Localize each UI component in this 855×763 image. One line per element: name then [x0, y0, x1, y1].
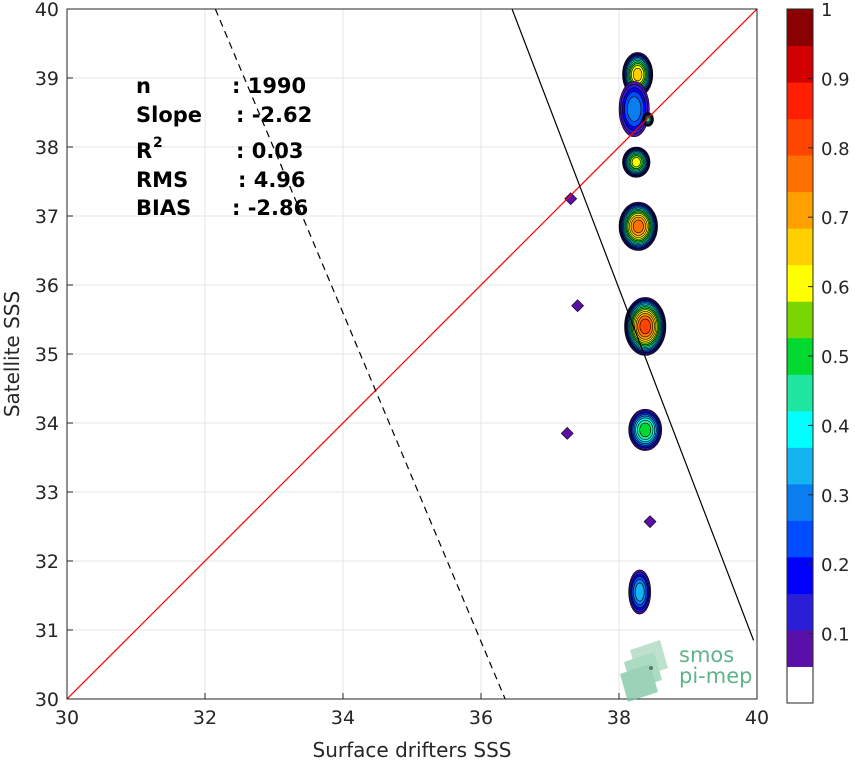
density-cluster: [628, 408, 663, 451]
colorbar-tick-label: 0.2: [821, 555, 850, 576]
outlier-point: [571, 299, 585, 313]
contour-level: [632, 219, 644, 234]
stat-value: : 4.96: [238, 168, 306, 192]
colorbar-segment: [787, 264, 813, 302]
colorbar-tick-label: 0.8: [821, 139, 850, 160]
colorbar-segment: [787, 191, 813, 229]
colorbar-segment: [787, 520, 813, 558]
colorbar-tick-label: 0.4: [821, 416, 850, 437]
x-tick-label: 30: [55, 707, 79, 729]
y-tick-label: 30: [35, 689, 59, 711]
colorbar-segment: [787, 301, 813, 339]
contour-level: [639, 422, 652, 438]
colorbar-segment: [787, 9, 813, 47]
stats-box: n : 1990 Slope : -2.62 R 2 : 0.03 RMS : 4.96 BIAS…: [136, 74, 312, 220]
contour-level: [631, 157, 641, 168]
stat-value: : -2.62: [236, 103, 312, 127]
reference-lines: [67, 9, 757, 699]
colorbar-segment: [787, 629, 813, 667]
outlier-point: [560, 426, 574, 440]
colorbar-tick-label: 0.1: [821, 625, 850, 646]
y-tick-label: 40: [35, 0, 59, 21]
y-tick-label: 34: [35, 413, 59, 435]
colorbar-segment: [787, 483, 813, 521]
contour-level: [627, 96, 642, 122]
fit-line-dashed: [214, 9, 506, 699]
colorbar-segment: [787, 82, 813, 120]
colorbar-segment: [787, 447, 813, 485]
y-tick-label: 33: [35, 482, 59, 504]
stat-value: : 0.03: [236, 139, 304, 163]
colorbar-tick-label: 0.9: [821, 69, 850, 90]
density-cluster: [624, 297, 667, 356]
stat-key: n: [136, 74, 151, 98]
logo-text-pi-mep: pi-mep: [679, 664, 752, 688]
colorbar-segment: [787, 45, 813, 83]
y-tick-label: 36: [35, 275, 59, 297]
y-tick-label: 37: [35, 206, 59, 228]
colorbar-segment: [787, 556, 813, 594]
colorbar-segment: [787, 593, 813, 631]
x-tick-label: 34: [331, 707, 355, 729]
density-cluster: [618, 201, 658, 251]
contour-level: [639, 318, 651, 335]
stat-key: RMS: [136, 168, 188, 192]
colorbar-segment: [787, 410, 813, 448]
colorbar-segment: [787, 228, 813, 266]
stat-value: : 1990: [232, 74, 306, 98]
y-tick-label: 32: [35, 551, 59, 573]
y-axis-ticks: 30 31 32 33 34 35 36 37 38 39 40: [35, 0, 73, 711]
colorbar: 0.1 0.2 0.3 0.4 0.5 0.6 0.7 0.8 0.9 1: [786, 0, 850, 704]
x-tick-label: 32: [193, 707, 217, 729]
density-cluster: [618, 81, 650, 137]
stat-key-superscript: 2: [153, 135, 163, 151]
fit-line-solid: [511, 9, 755, 641]
outlier-point: [643, 515, 657, 529]
x-axis-ticks: 30 32 34 36 38 40: [55, 693, 769, 729]
y-tick-label: 39: [35, 68, 59, 90]
contour-level: [632, 67, 643, 82]
colorbar-tick-label: 0.3: [821, 486, 850, 507]
outlier-point: [564, 192, 578, 206]
stat-key: BIAS: [136, 196, 191, 220]
identity-line-solid: [67, 9, 757, 699]
x-tick-label: 38: [607, 707, 631, 729]
y-tick-label: 38: [35, 137, 59, 159]
stat-key: Slope: [136, 103, 202, 127]
density-cluster: [622, 146, 651, 178]
colorbar-segment: [787, 155, 813, 193]
colorbar-tick-label: 0.7: [821, 208, 850, 229]
x-axis-label: Surface drifters SSS: [313, 738, 512, 762]
density-cluster: [628, 569, 652, 615]
colorbar-segment: [787, 118, 813, 156]
y-tick-label: 31: [35, 620, 59, 642]
colorbar-tick-label: 0.6: [821, 278, 850, 299]
layers-icon: [620, 640, 668, 702]
y-tick-label: 35: [35, 344, 59, 366]
stat-key: R: [136, 139, 152, 163]
colorbar-segment: [787, 374, 813, 412]
colorbar-tick-label: 1: [821, 0, 832, 21]
logo-text-smos: smos: [679, 643, 734, 667]
x-tick-label: 36: [469, 707, 493, 729]
y-axis-label: Satellite SSS: [0, 291, 24, 417]
colorbar-tick-label: 0.5: [821, 347, 850, 368]
smos-pi-mep-logo: smos pi-mep: [620, 640, 752, 702]
colorbar-segment: [787, 666, 813, 704]
x-tick-label: 40: [745, 707, 769, 729]
contour-level: [634, 582, 645, 602]
stat-value: : -2.86: [232, 196, 308, 220]
